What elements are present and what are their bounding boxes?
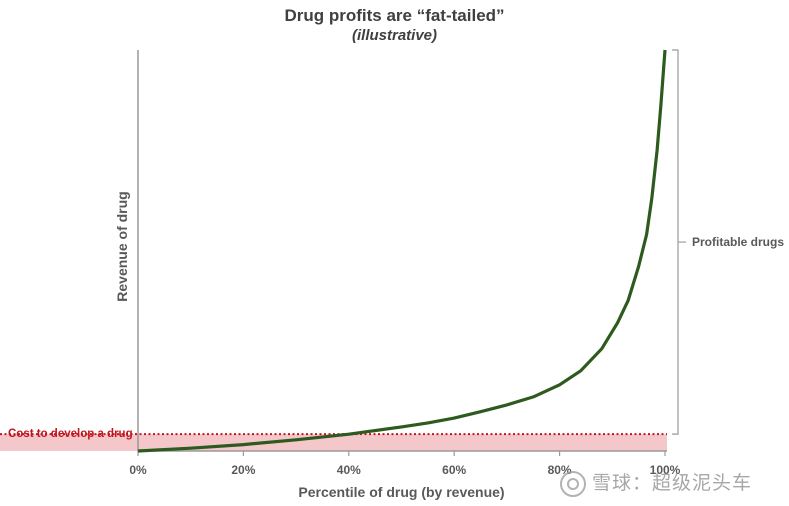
x-tick-label: 40% [337, 463, 361, 477]
profitable-bracket [672, 49, 686, 435]
chart-title: Drug profits are “fat-tailed” [284, 6, 505, 25]
x-tick-label: 100% [650, 463, 681, 477]
y-axis-label: Revenue of drug [114, 191, 130, 301]
cost-threshold-label: Cost to develop a drug [8, 428, 133, 440]
snowball-logo-icon [560, 470, 586, 497]
cost-band [0, 434, 667, 451]
x-tick-label: 20% [231, 463, 255, 477]
profitable-drugs-label: Profitable drugs [692, 235, 784, 249]
watermark: 雪球：超级泥头车 [560, 468, 752, 497]
x-axis-label: Percentile of drug (by revenue) [298, 484, 504, 500]
watermark-text: 雪球：超级泥头车 [592, 473, 753, 494]
revenue-curve [137, 49, 667, 453]
chart-subtitle: (illustrative) [351, 27, 438, 44]
x-tick-group: 0% 20% 40% 60% 80% 100% [129, 451, 681, 477]
x-tick-label: 0% [129, 463, 147, 477]
x-tick-label: 60% [442, 463, 466, 477]
